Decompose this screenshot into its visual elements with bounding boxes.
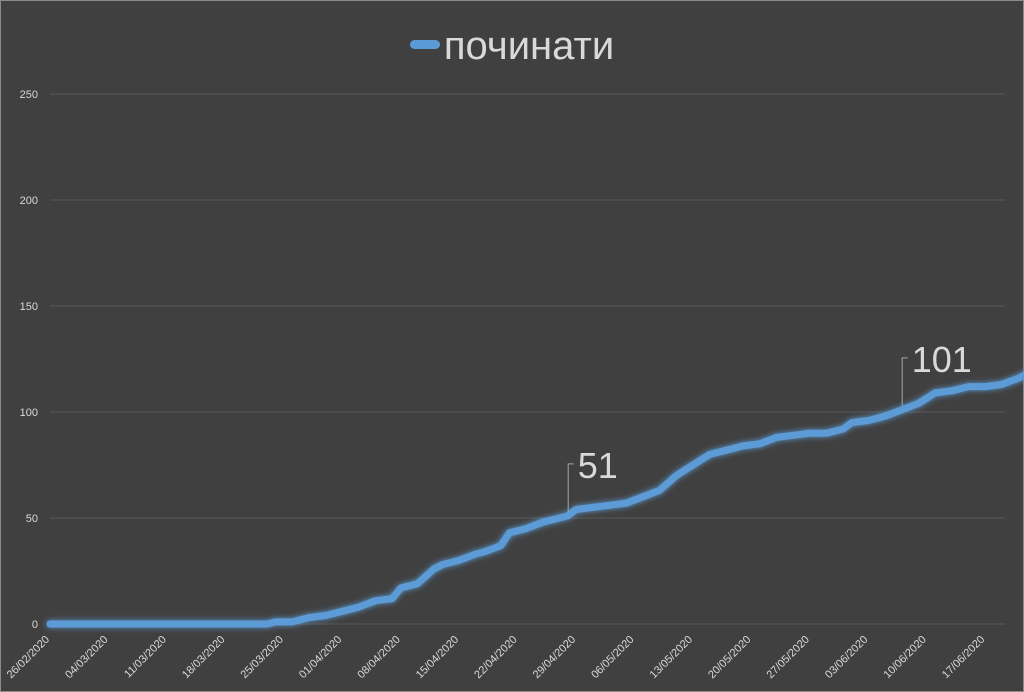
x-tick-label: 22/04/2020 [472, 634, 519, 681]
series-layer [46, 371, 1024, 628]
y-tick-label: 250 [20, 89, 38, 101]
y-tick-label: 100 [20, 407, 38, 419]
y-axis: 0 50 100 150 200 250 [20, 89, 38, 631]
x-axis: 26/02/2020 04/03/2020 11/03/2020 18/03/2020… [5, 634, 988, 681]
leader-line [901, 357, 908, 406]
x-tick-label: 01/04/2020 [297, 634, 344, 681]
x-tick-label: 27/05/2020 [765, 634, 812, 681]
x-tick-label: 11/03/2020 [122, 634, 169, 681]
legend-swatch [409, 39, 440, 49]
gridlines [50, 93, 1005, 625]
legend: починати [0, 22, 1024, 70]
data-labels: 51101151201 [567, 339, 972, 512]
x-tick-label: 20/05/2020 [706, 634, 753, 681]
x-tick-label: 03/06/2020 [823, 634, 870, 681]
series-line [46, 371, 1024, 628]
y-tick-label: 0 [32, 619, 38, 631]
x-tick-label: 25/03/2020 [239, 634, 286, 681]
x-tick-label: 17/06/2020 [940, 634, 987, 681]
x-tick-label: 29/04/2020 [531, 634, 578, 681]
x-tick-label: 13/05/2020 [648, 634, 695, 681]
x-tick-label: 18/03/2020 [180, 634, 227, 681]
x-tick-label: 04/03/2020 [63, 634, 110, 681]
x-tick-label: 26/02/2020 [5, 634, 52, 681]
y-tick-label: 150 [20, 301, 38, 313]
x-tick-label: 08/04/2020 [355, 634, 402, 681]
x-tick-label: 15/04/2020 [414, 634, 461, 681]
x-tick-label: 06/05/2020 [589, 634, 636, 681]
data-label: 51 [578, 445, 618, 486]
data-label: 101 [912, 339, 972, 380]
y-tick-label: 50 [26, 513, 38, 525]
y-tick-label: 200 [20, 195, 38, 207]
legend-label: починати [443, 24, 615, 68]
leader-line [567, 463, 574, 512]
x-tick-label: 10/06/2020 [881, 634, 928, 681]
